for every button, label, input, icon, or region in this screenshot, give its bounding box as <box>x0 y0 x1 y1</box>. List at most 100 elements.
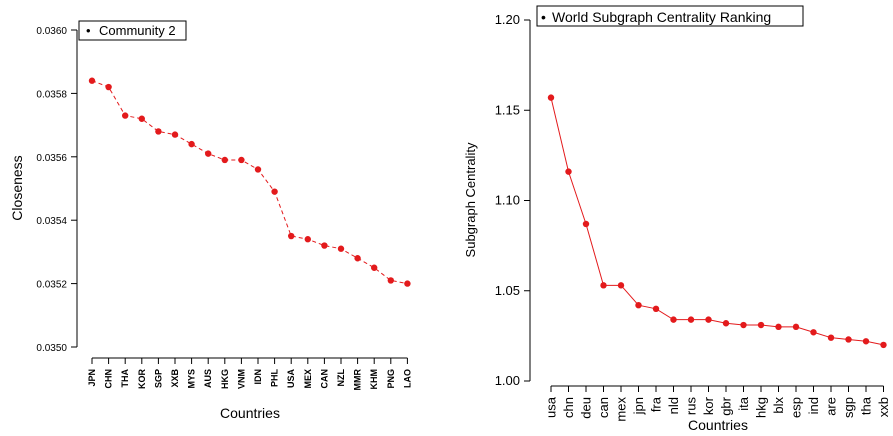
legend-marker: • <box>541 9 546 25</box>
data-point <box>155 128 162 135</box>
data-point <box>687 316 695 323</box>
legend-label: Community 2 <box>99 23 176 38</box>
y-axis-label: Closeness <box>9 155 25 220</box>
data-point <box>205 150 212 157</box>
data-point <box>337 245 345 252</box>
data-point <box>652 305 660 312</box>
x-tick-label: are <box>823 397 838 416</box>
data-point <box>775 323 782 331</box>
x-tick-label: mex <box>613 397 628 422</box>
x-tick-label: KHM <box>369 369 379 390</box>
x-tick-label: PNG <box>386 369 396 389</box>
y-tick-label: 1.15 <box>495 102 520 117</box>
x-tick-label: xxb <box>876 397 891 417</box>
x-tick-label: NZL <box>336 369 346 387</box>
closeness-chart: Closeness Countries • Community 2 0.0350… <box>9 20 412 421</box>
data-point <box>722 320 730 327</box>
data-point <box>271 188 278 195</box>
x-tick-label: sgp <box>841 397 856 418</box>
x-tick-label: MYS <box>187 369 197 389</box>
data-point <box>757 321 765 329</box>
data-point <box>792 323 800 331</box>
data-point <box>582 220 590 228</box>
x-tick-label: THA <box>120 369 130 388</box>
data-point <box>547 94 555 101</box>
y-tick-label: 1.05 <box>495 283 520 298</box>
x-tick-label: esp <box>788 397 803 418</box>
x-tick-label: gbr <box>718 396 733 415</box>
data-point <box>387 277 394 284</box>
legend-marker: • <box>86 23 91 38</box>
x-tick-label: USA <box>286 369 296 389</box>
x-tick-label: deu <box>578 397 593 419</box>
y-tick-label: 1.20 <box>495 12 520 27</box>
data-point <box>221 156 228 164</box>
data-point <box>105 83 112 91</box>
x-tick-label: CAN <box>319 369 329 389</box>
x-axis-label: Countries <box>688 417 748 433</box>
data-point <box>404 280 411 287</box>
legend: • Community 2 <box>78 20 187 41</box>
y-tick-label: 1.00 <box>495 373 520 388</box>
x-tick-label: nld <box>666 397 681 414</box>
x-tick-label: ita <box>736 396 751 411</box>
x-tick-label: tha <box>858 396 873 415</box>
data-point <box>122 112 129 119</box>
data-point <box>565 168 572 175</box>
legend: • World Subgraph Centrality Ranking <box>536 5 804 27</box>
x-tick-label: PHL <box>270 368 280 387</box>
y-tick-label: 1.10 <box>495 193 520 208</box>
x-tick-label: LAO <box>402 369 412 388</box>
x-tick-label: chn <box>561 397 576 418</box>
y-tick-label: 0.0356 <box>36 153 67 164</box>
subgraph-centrality-chart: Subgraph Centrality Countries • World Su… <box>463 5 891 433</box>
y-tick-label: 0.0358 <box>36 89 67 100</box>
x-tick-label: hkg <box>753 397 768 418</box>
data-point <box>171 131 179 138</box>
data-point <box>810 329 817 336</box>
y-tick-label: 0.0352 <box>36 280 67 291</box>
data-point <box>827 334 835 341</box>
x-tick-label: usa <box>543 396 558 418</box>
data-point <box>304 236 311 243</box>
x-tick-label: SGP <box>153 369 163 388</box>
x-tick-label: kor <box>701 396 716 415</box>
data-point <box>254 166 262 173</box>
legend-box <box>536 5 804 27</box>
data-point <box>880 341 887 349</box>
data-point <box>321 242 328 249</box>
data-point <box>617 282 625 289</box>
data-point <box>670 316 677 323</box>
x-tick-label: KOR <box>137 369 147 390</box>
series-line <box>550 97 884 346</box>
x-tick-label: ind <box>806 397 821 414</box>
data-point <box>705 316 712 323</box>
data-point <box>188 140 195 148</box>
data-point <box>845 336 852 343</box>
data-point <box>862 338 870 345</box>
y-tick-label: 0.0354 <box>36 216 67 227</box>
x-tick-label: jpn <box>631 397 646 415</box>
x-tick-label: CHN <box>104 369 114 389</box>
series-line <box>91 80 408 285</box>
y-axis-label: Subgraph Centrality <box>463 142 478 257</box>
data-point <box>138 115 145 122</box>
data-point <box>740 321 747 329</box>
legend-box <box>78 20 187 41</box>
x-tick-label: rus <box>683 397 698 416</box>
data-point <box>600 282 607 289</box>
x-tick-label: blx <box>771 397 786 414</box>
x-tick-label: AUS <box>203 369 213 388</box>
data-point <box>635 301 642 309</box>
x-axis-label: Countries <box>220 405 280 421</box>
x-tick-label: MEX <box>303 369 313 389</box>
x-tick-label: can <box>596 397 611 418</box>
x-tick-label: HKG <box>220 369 230 389</box>
x-tick-label: XXB <box>170 369 180 388</box>
y-tick-label: 0.0350 <box>36 343 67 354</box>
data-point <box>238 156 245 164</box>
x-tick-label: MMR <box>353 369 363 391</box>
y-tick-label: 0.0360 <box>36 26 67 37</box>
data-point <box>88 77 96 84</box>
